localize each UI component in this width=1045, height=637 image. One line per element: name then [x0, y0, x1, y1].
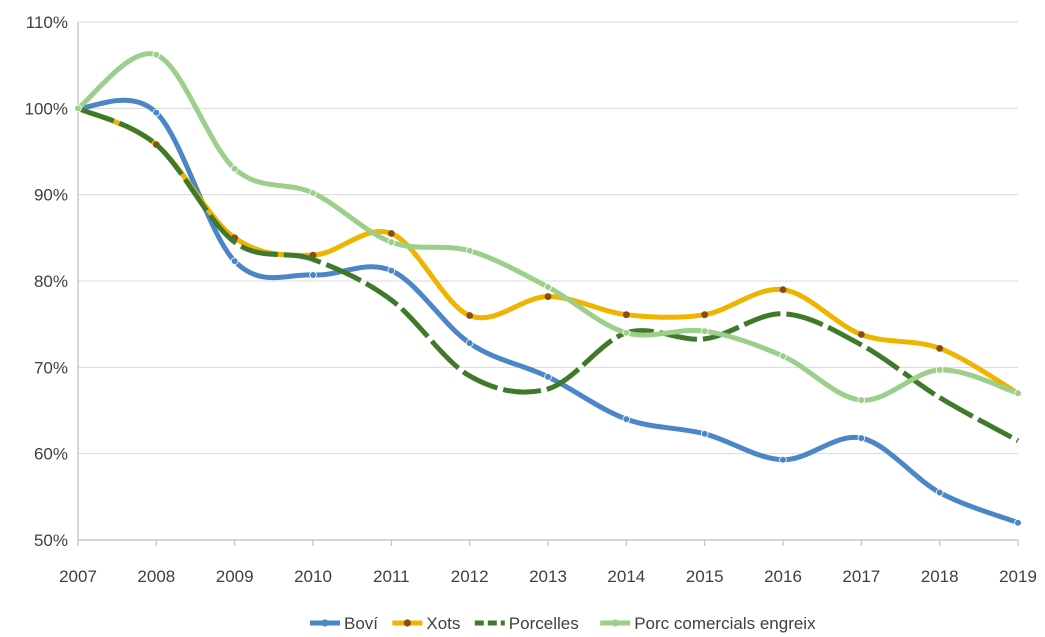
- data-point: [857, 434, 866, 442]
- series-line: [75, 97, 1021, 526]
- legend-label: Porcelles: [509, 614, 579, 633]
- x-tick-label: 2010: [294, 567, 332, 586]
- legend-item: Porc comercials engreix: [600, 614, 816, 633]
- legend-label: Porc comercials engreix: [634, 614, 816, 633]
- x-tick-label: 2012: [451, 567, 489, 586]
- legend-item: Boví: [310, 614, 378, 633]
- series-porcelles: [76, 106, 1020, 443]
- data-point: [544, 283, 552, 291]
- data-point: [622, 415, 631, 423]
- data-point: [1014, 389, 1022, 398]
- data-point: [544, 293, 552, 300]
- legend-marker: [403, 619, 411, 627]
- data-point: [387, 266, 396, 275]
- data-point: [857, 331, 865, 338]
- data-point: [701, 311, 709, 319]
- data-point: [465, 339, 474, 347]
- series-bov-: [74, 97, 1022, 527]
- legend-item: Xots: [392, 614, 460, 633]
- data-point: [622, 328, 631, 337]
- data-point: [465, 246, 474, 255]
- data-point: [779, 352, 787, 360]
- y-tick-label: 110%: [26, 13, 68, 32]
- data-point: [544, 373, 552, 381]
- x-tick-label: 2018: [921, 567, 959, 586]
- x-tick-label: 2008: [137, 567, 175, 586]
- data-point: [152, 108, 161, 117]
- x-tick-label: 2007: [59, 567, 97, 586]
- legend-marker: [611, 619, 619, 627]
- legend-label: Xots: [426, 614, 460, 633]
- y-tick-label: 80%: [34, 272, 68, 291]
- data-point: [700, 327, 709, 335]
- data-point: [309, 189, 317, 197]
- data-point: [779, 455, 787, 464]
- x-tick-label: 2017: [842, 567, 880, 586]
- data-point: [857, 396, 866, 404]
- x-tick-label: 2014: [607, 567, 645, 586]
- data-point: [779, 286, 787, 294]
- x-tick-label: 2019: [999, 567, 1037, 586]
- y-tick-label: 60%: [34, 445, 68, 464]
- data-point: [230, 257, 239, 265]
- series-line: [76, 106, 1020, 443]
- legend: Boví Xots Porcelles Porc comercials engreix: [310, 614, 816, 633]
- y-tick-label: 90%: [34, 186, 68, 205]
- legend-item: Porcelles: [474, 614, 579, 633]
- data-point: [622, 311, 630, 319]
- data-point: [74, 104, 82, 113]
- x-tick-label: 2013: [529, 567, 567, 586]
- x-tick-label: 2009: [216, 567, 254, 586]
- grid-layer: [78, 21, 1018, 455]
- data-point: [387, 230, 395, 237]
- x-tick-label: 2015: [686, 567, 724, 586]
- x-tick-label: 2016: [764, 567, 802, 586]
- series-layer: [74, 51, 1022, 527]
- y-tick-label: 100%: [25, 99, 68, 118]
- legend-marker: [321, 619, 329, 627]
- data-point: [309, 271, 317, 279]
- data-point: [936, 344, 944, 352]
- y-tick-label: 50%: [34, 531, 68, 550]
- data-point: [1014, 518, 1022, 527]
- legend-label: Boví: [344, 614, 378, 633]
- data-point: [700, 430, 709, 438]
- data-point: [387, 238, 396, 246]
- data-point: [935, 488, 944, 497]
- data-point: [230, 164, 239, 173]
- data-point: [935, 366, 944, 374]
- label-layer: 50% 60% 70% 80% 90% 100% 110% 2007 2008 2009 2010 2…: [25, 13, 1037, 586]
- data-point: [466, 312, 474, 319]
- series-porc-comercials-engreix: [74, 51, 1022, 404]
- data-point: [152, 51, 161, 59]
- x-tick-label: 2011: [373, 567, 410, 586]
- series-xots: [74, 104, 1022, 397]
- y-tick-label: 70%: [34, 358, 68, 377]
